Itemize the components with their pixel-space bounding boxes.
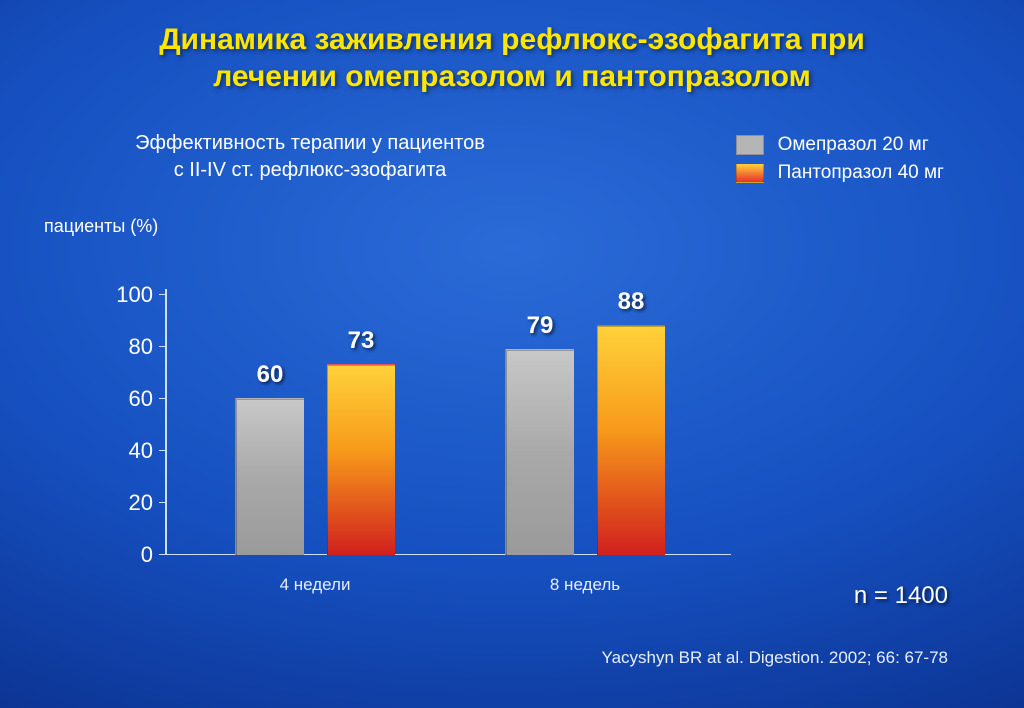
y-tick-mark xyxy=(159,294,165,295)
y-tick-label: 0 xyxy=(141,542,165,568)
subtitle-line2: с II-IV ст. рефлюкс-эзофагита xyxy=(174,159,447,181)
y-tick-mark xyxy=(159,554,165,555)
y-tick-label: 60 xyxy=(129,386,165,412)
legend-swatch xyxy=(736,163,764,183)
legend-label: Омепразол 20 мг xyxy=(778,134,929,156)
bar-value-label: 73 xyxy=(327,327,395,365)
bar-chart: 02040608010060734 недели79888 недель xyxy=(165,295,725,555)
citation-text: Yacyshyn BR at al. Digestion. 2002; 66: … xyxy=(602,648,949,668)
category-label: 4 недели xyxy=(255,555,375,595)
y-tick-label: 100 xyxy=(116,282,165,308)
legend: Омепразол 20 мг Пантопразол 40 мг xyxy=(736,134,944,190)
y-tick-mark xyxy=(159,346,165,347)
slide: Динамика заживления рефлюкс-эзофагита пр… xyxy=(0,0,1024,708)
legend-swatch xyxy=(736,135,764,155)
legend-item: Пантопразол 40 мг xyxy=(736,162,944,184)
title-line1: Динамика заживления рефлюкс-эзофагита пр… xyxy=(159,23,865,56)
bar-value-label: 79 xyxy=(506,312,574,350)
y-axis-line xyxy=(165,289,167,555)
y-tick-label: 20 xyxy=(129,490,165,516)
sample-size-label: n = 1400 xyxy=(854,582,948,610)
bar-pantoprazole: 88 xyxy=(597,325,665,555)
bar-omeprazole: 79 xyxy=(505,349,574,555)
slide-subtitle: Эффективность терапии у пациентов с II-I… xyxy=(100,130,520,184)
y-tick-mark xyxy=(159,502,165,503)
slide-title: Динамика заживления рефлюкс-эзофагита пр… xyxy=(0,22,1024,95)
y-tick-mark xyxy=(159,398,165,399)
y-tick-label: 40 xyxy=(129,438,165,464)
legend-label: Пантопразол 40 мг xyxy=(778,162,944,184)
bar-omeprazole: 60 xyxy=(235,398,304,555)
y-tick-label: 80 xyxy=(129,334,165,360)
bar-value-label: 60 xyxy=(236,361,304,399)
bar-pantoprazole: 73 xyxy=(327,364,395,555)
title-line2: лечении омепразолом и пантопразолом xyxy=(213,60,811,93)
legend-item: Омепразол 20 мг xyxy=(736,134,944,156)
category-label: 8 недель xyxy=(525,555,645,595)
y-axis-caption: пациенты (%) xyxy=(44,216,158,237)
bar-value-label: 88 xyxy=(597,288,665,326)
subtitle-line1: Эффективность терапии у пациентов xyxy=(135,132,485,154)
y-tick-mark xyxy=(159,450,165,451)
